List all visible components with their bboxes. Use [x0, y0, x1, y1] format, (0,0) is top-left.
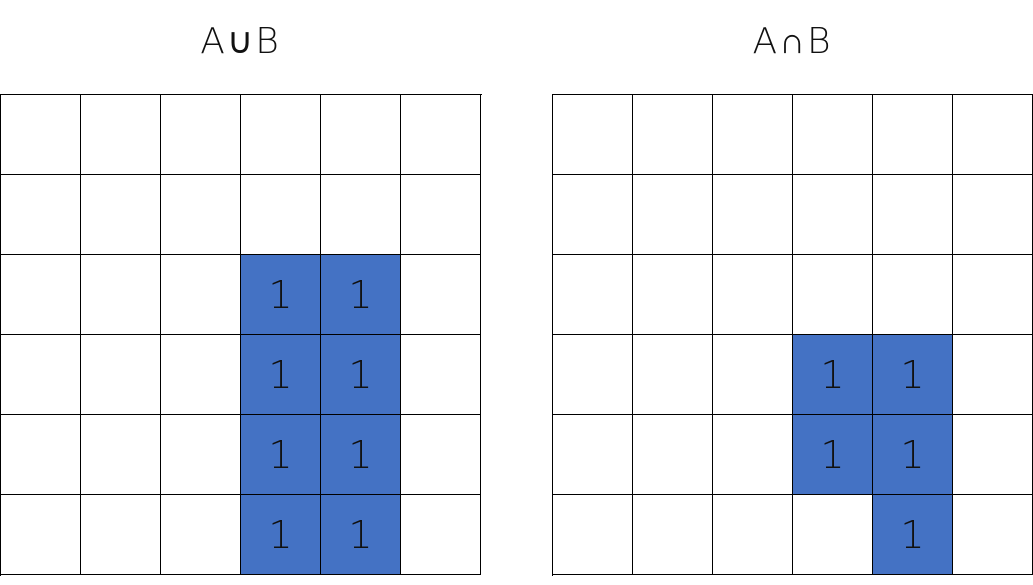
grid-cell [401, 495, 481, 575]
grid-cell: 1 [241, 255, 321, 335]
grid-cell [321, 175, 401, 255]
grid-cell [953, 495, 1033, 575]
grid-cell [553, 335, 633, 415]
grid-cell [241, 175, 321, 255]
grid-cell [633, 335, 713, 415]
grid-cell: 1 [873, 415, 953, 495]
grid-cell [81, 335, 161, 415]
grid-cell [873, 255, 953, 335]
grid-cell [713, 495, 793, 575]
grid-cell: 1 [241, 495, 321, 575]
grid-cell: 1 [321, 495, 401, 575]
grid-cell [321, 95, 401, 175]
grid-cell [953, 415, 1033, 495]
grid-cell: 1 [793, 415, 873, 495]
grid-cell: 1 [321, 335, 401, 415]
grid-cell [873, 95, 953, 175]
grid-cell [1, 255, 81, 335]
grid-cell [81, 495, 161, 575]
grid-cell [953, 175, 1033, 255]
grid-cell [953, 255, 1033, 335]
grid-cell [241, 95, 321, 175]
grid-cell [873, 175, 953, 255]
grid-cell [1, 95, 81, 175]
grid-cell: 1 [873, 335, 953, 415]
grid-cell [713, 415, 793, 495]
grid-cell [553, 255, 633, 335]
grid-cell [553, 95, 633, 175]
grid-cell [161, 495, 241, 575]
grid-cell [1, 335, 81, 415]
grid-cell [401, 255, 481, 335]
intersection-title: A∩B [752, 21, 833, 62]
grid-cell [161, 175, 241, 255]
grid-cell: 1 [321, 415, 401, 495]
grid-cell [633, 175, 713, 255]
grid-cell [401, 95, 481, 175]
grid-cell [81, 255, 161, 335]
grid-cell [161, 335, 241, 415]
grid-cell [401, 415, 481, 495]
grid-cell [1, 415, 81, 495]
grid-cell [633, 415, 713, 495]
grid-cell: 1 [241, 415, 321, 495]
grid-cell: 1 [793, 335, 873, 415]
grid-cell [633, 495, 713, 575]
grid-cell [953, 335, 1033, 415]
grid-cell [81, 415, 161, 495]
grid-cell [713, 255, 793, 335]
grid-cell [161, 95, 241, 175]
grid-cell [553, 415, 633, 495]
grid-cell [401, 175, 481, 255]
grid-cell [713, 95, 793, 175]
grid-cell [713, 335, 793, 415]
grid-cell [793, 255, 873, 335]
grid-cell [633, 255, 713, 335]
grid-cell [953, 95, 1033, 175]
grid-cell [1, 495, 81, 575]
grid-cell: 1 [241, 335, 321, 415]
grid-cell [793, 495, 873, 575]
grid-cell: 1 [873, 495, 953, 575]
grid-cell [81, 95, 161, 175]
grid-cell [161, 255, 241, 335]
grid-cell [1, 175, 81, 255]
grid-cell [401, 335, 481, 415]
grid-cell: 1 [321, 255, 401, 335]
grid-cell [161, 415, 241, 495]
grid-cell [793, 175, 873, 255]
union-title: A∪B [200, 21, 281, 62]
grid-cell [553, 175, 633, 255]
grid-cell [553, 495, 633, 575]
grid-cell [81, 175, 161, 255]
grid-cell [633, 95, 713, 175]
grid-cell [793, 95, 873, 175]
grid-cell [713, 175, 793, 255]
